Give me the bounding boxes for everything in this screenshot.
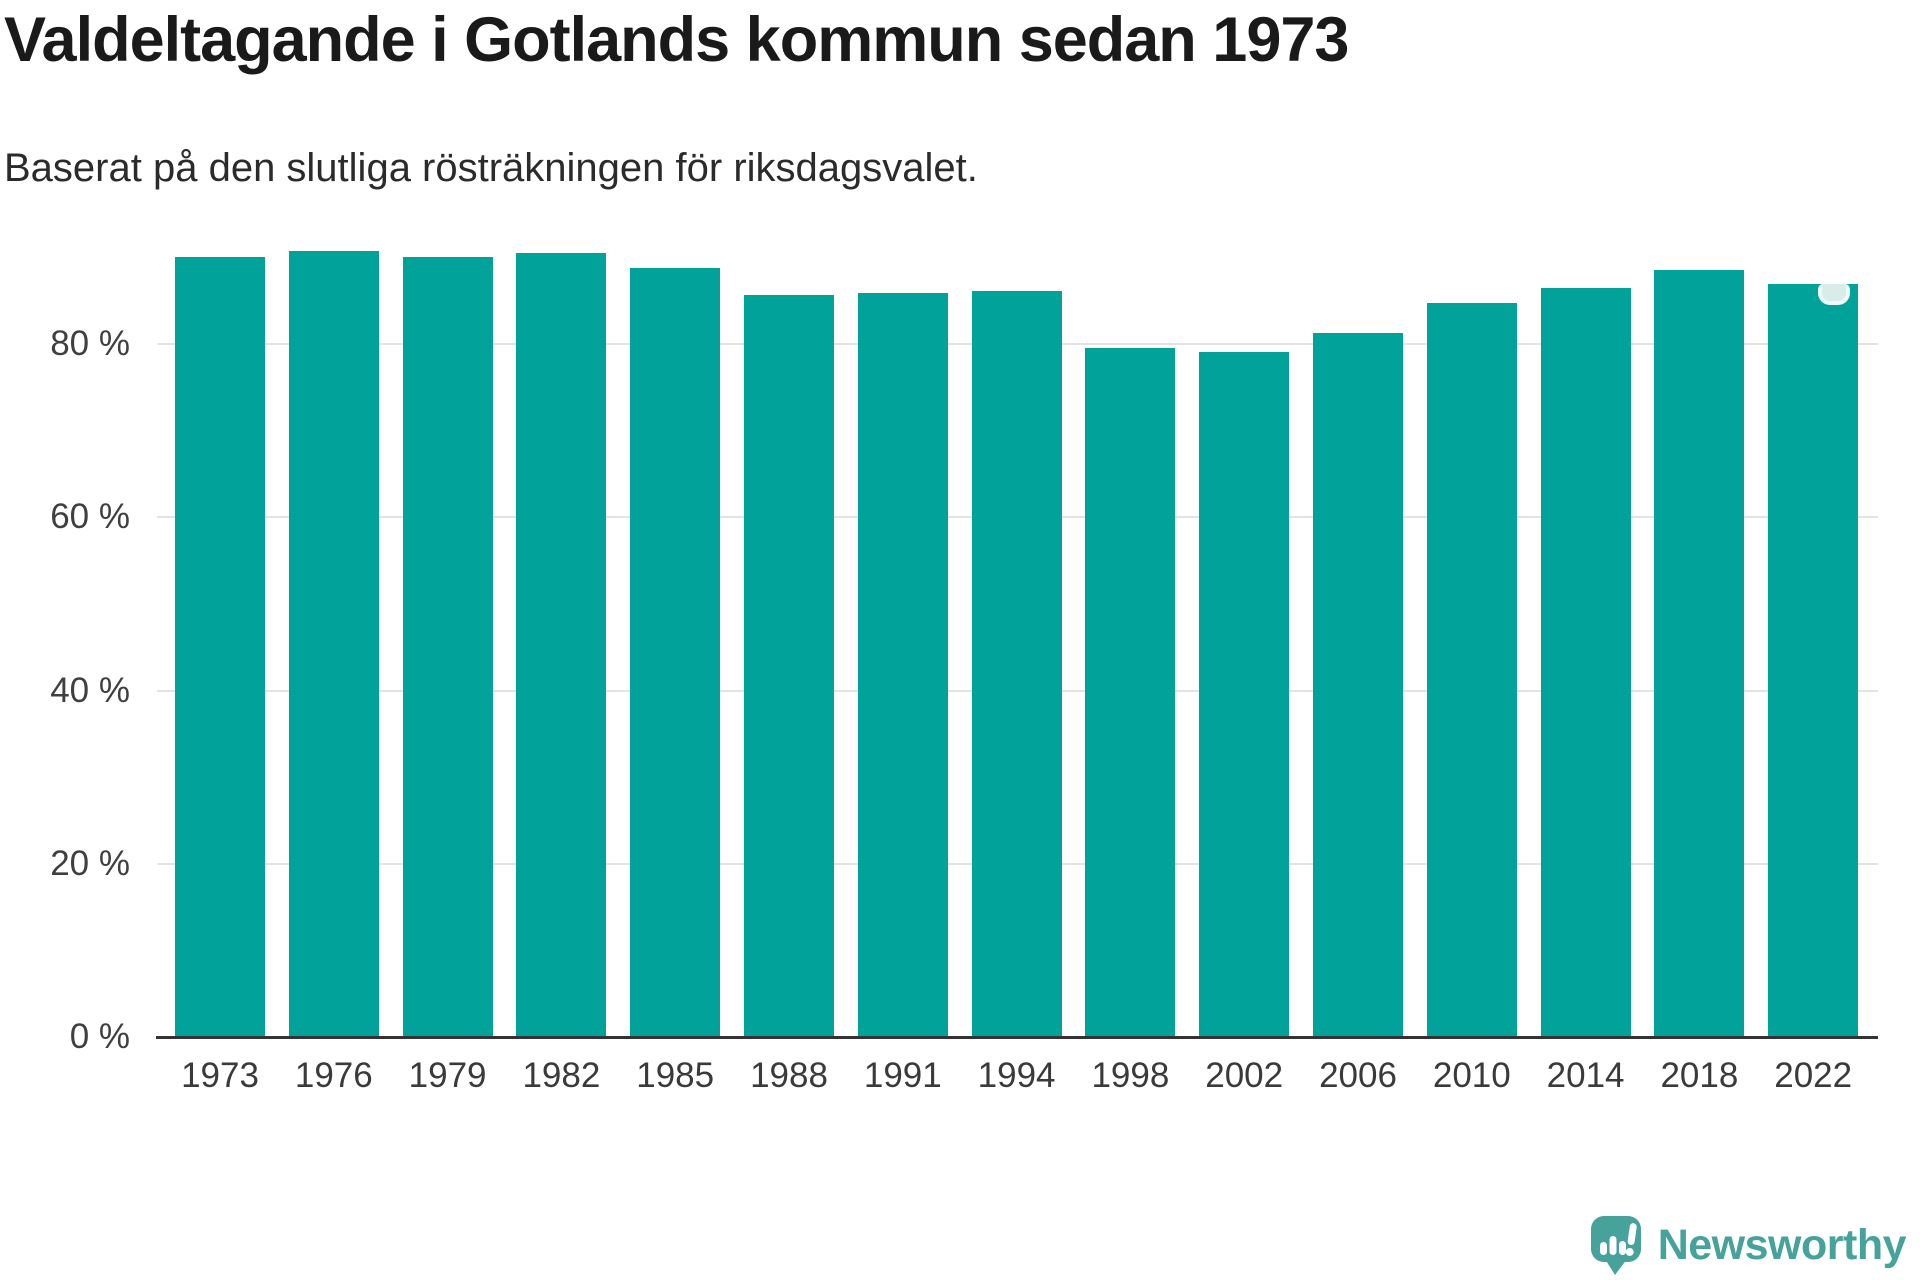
bar-2002[interactable] (1199, 351, 1290, 1037)
xtick-label-2018: 2018 (1660, 1056, 1739, 1095)
xtick-label-1994: 1994 (977, 1056, 1056, 1095)
xtick-label-2010: 2010 (1432, 1056, 1511, 1095)
x-axis-line (156, 1036, 1878, 1039)
bar-1973[interactable] (175, 256, 265, 1037)
ytick-label-60: 60 % (50, 497, 130, 537)
xtick-label-2014: 2014 (1546, 1056, 1625, 1095)
newsworthy-icon (1590, 1215, 1644, 1275)
newsworthy-logo[interactable]: Newsworthy (1590, 1215, 1907, 1275)
bar-2022[interactable] (1768, 284, 1859, 1037)
ytick-label-20: 20 % (50, 843, 130, 883)
xtick-label-2006: 2006 (1319, 1056, 1397, 1095)
bar-1982[interactable] (516, 253, 607, 1037)
ytick-label-0: 0 % (69, 1017, 130, 1056)
xtick-label-2022: 2022 (1774, 1056, 1853, 1095)
xtick-label-2002: 2002 (1205, 1056, 1284, 1095)
xtick-label-1988: 1988 (750, 1056, 828, 1095)
bar-1988[interactable] (744, 294, 834, 1037)
ytick-label-80: 80 % (50, 324, 130, 363)
bar-2006[interactable] (1313, 332, 1403, 1037)
chart-title: Valdeltagande i Gotlands kommun sedan 19… (4, 5, 1349, 75)
bar-2018[interactable] (1654, 269, 1745, 1037)
bar-2010[interactable] (1426, 303, 1517, 1037)
bar-1994[interactable] (971, 291, 1062, 1037)
bar-1979[interactable] (402, 257, 493, 1037)
xtick-label-1976: 1976 (294, 1056, 373, 1095)
xtick-label-1979: 1979 (408, 1056, 487, 1095)
xtick-label-1985: 1985 (636, 1056, 715, 1095)
xtick-label-1973: 1973 (181, 1056, 259, 1095)
xtick-label-1982: 1982 (522, 1056, 601, 1095)
bar-1976[interactable] (288, 251, 379, 1037)
ytick-label-40: 40 % (50, 670, 130, 710)
chart-subtitle: Baserat på den slutliga rösträkningen fö… (4, 146, 978, 190)
highlight-marker-2022 (1818, 284, 1851, 306)
bar-1991[interactable] (857, 292, 948, 1037)
xtick-label-1998: 1998 (1091, 1056, 1170, 1095)
bar-2014[interactable] (1540, 287, 1631, 1037)
bar-1998[interactable] (1085, 347, 1176, 1037)
bar-1985[interactable] (630, 267, 721, 1037)
xtick-label-1991: 1991 (863, 1056, 942, 1095)
newsworthy-wordmark: Newsworthy (1657, 1220, 1907, 1269)
